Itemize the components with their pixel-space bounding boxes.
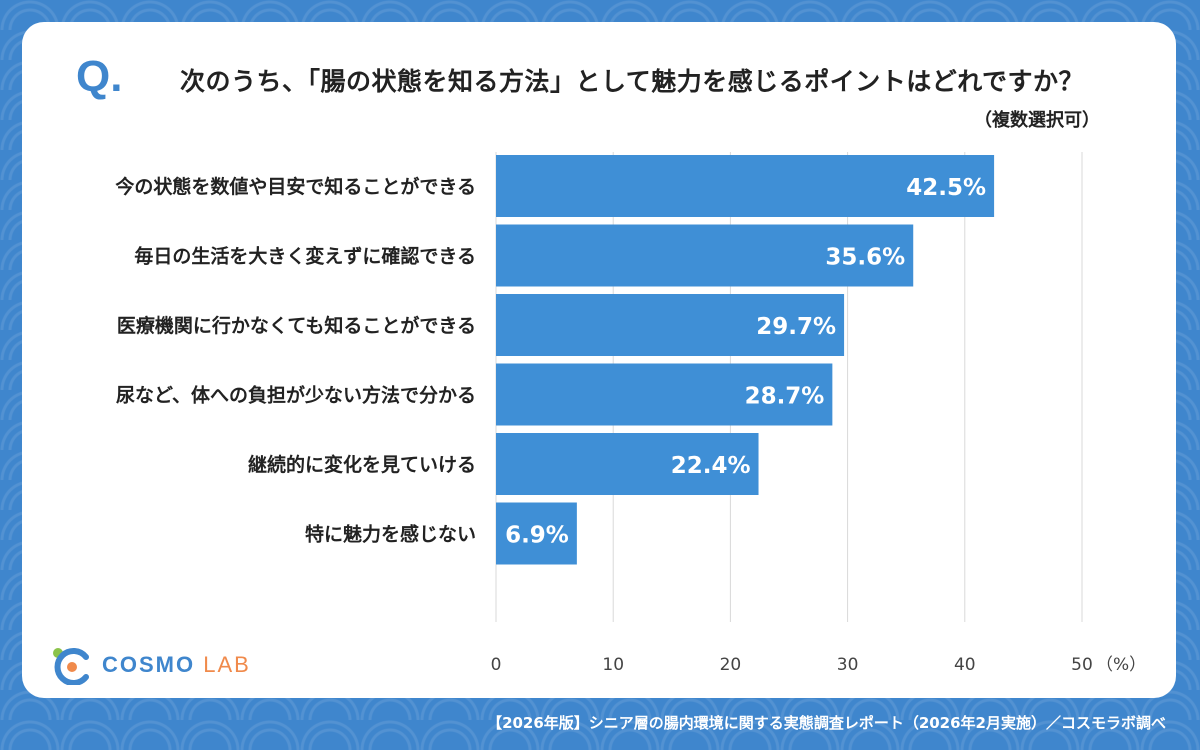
chart-card xyxy=(22,22,1176,698)
bar xyxy=(496,433,759,495)
category-label: 特に魅力を感じない xyxy=(305,523,476,546)
data-label: 42.5% xyxy=(906,175,986,201)
data-label: 28.7% xyxy=(745,384,825,410)
x-tick-label: 50 xyxy=(1071,655,1093,675)
logo-wordmark: COSMO LAB xyxy=(102,652,251,677)
bar xyxy=(496,294,845,356)
bar xyxy=(496,363,833,426)
bar xyxy=(496,155,995,217)
data-label: 6.9% xyxy=(505,523,569,549)
category-label: 尿など、体への負担が少ない方法で分かる xyxy=(116,384,476,407)
question-mark: Q. xyxy=(76,52,123,101)
data-label: 29.7% xyxy=(756,314,836,340)
question-subtitle: （複数選択可） xyxy=(974,110,1100,131)
category-label: 今の状態を数値や目安で知ることができる xyxy=(114,175,476,198)
data-label: 22.4% xyxy=(671,453,751,479)
x-tick-label: 30 xyxy=(837,655,859,675)
x-tick-label: 20 xyxy=(720,655,742,675)
bar xyxy=(496,224,914,287)
x-tick-label: 40 xyxy=(954,655,976,675)
x-tick-label: 0 xyxy=(491,655,502,675)
question-title: 次のうち、「腸の状態を知る方法」として魅力を感じるポイントはどれですか？ xyxy=(180,67,1085,96)
x-tick-label: 10 xyxy=(602,655,624,675)
source-footer: 【2026年版】シニア層の腸内環境に関する実態調査レポート（2026年2月実施）… xyxy=(487,714,1166,732)
cosmo-lab-logo: COSMO LAB xyxy=(50,645,251,685)
x-unit-label: （%） xyxy=(1096,655,1146,675)
bar xyxy=(496,502,577,565)
category-label: 継続的に変化を見ていける xyxy=(248,453,476,476)
data-label: 35.6% xyxy=(825,245,905,271)
cosmo-logo-icon xyxy=(53,648,89,685)
category-label: 毎日の生活を大きく変えずに確認できる xyxy=(134,245,476,268)
category-label: 医療機関に行かなくても知ることができる xyxy=(117,314,476,337)
